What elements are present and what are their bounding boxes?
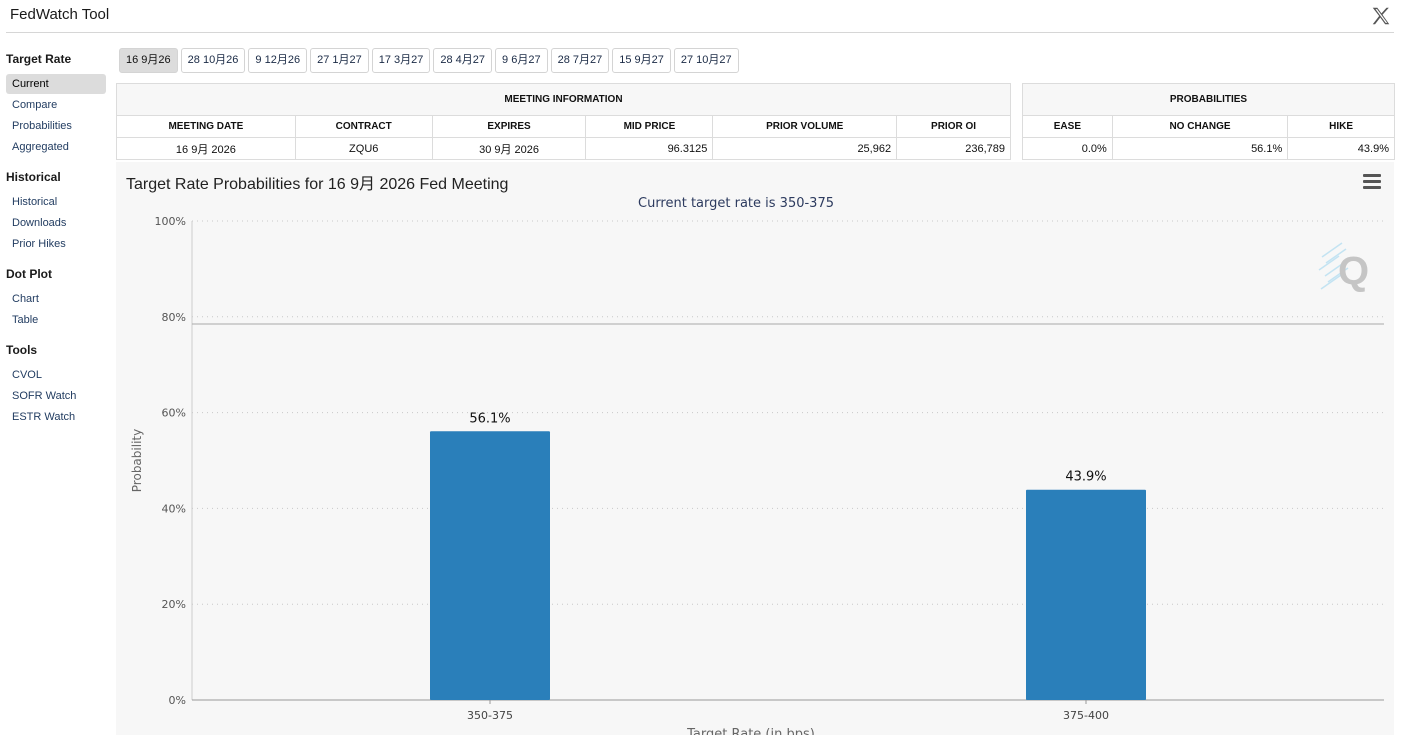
column-header-hike: HIKE [1287,115,1395,138]
data-label-375-400: 43.9% [1065,470,1106,485]
chart-subtitle: Current target rate is 350-375 [638,196,834,211]
cell-prior-volume: 25,962 [712,137,898,160]
tab-meeting-8[interactable]: 28 7月27 [550,48,610,73]
sidebar-heading-tools: Tools [6,343,38,357]
cell-expires: 30 9月 2026 [431,137,587,160]
probabilities-table: PROBABILITIES EASE NO CHANGE HIKE 0.0% 56.1… [1022,83,1395,160]
sidebar-item-prior-hikes[interactable]: Prior Hikes [12,238,66,250]
sidebar-item-downloads[interactable]: Downloads [12,217,67,229]
tab-meeting-5[interactable]: 17 3月27 [371,48,431,73]
meeting-info-title: MEETING INFORMATION [116,83,1011,116]
sidebar-item-compare[interactable]: Compare [12,99,58,111]
sidebar-item-aggregated[interactable]: Aggregated [12,141,69,153]
meeting-date-tabs: 16 9月26 28 10月26 9 12月26 27 1月27 17 3月27 28 4… [119,48,739,73]
sidebar-item-probabilities[interactable]: Probabilities [12,120,72,132]
svg-text:Q: Q [1338,249,1369,293]
column-header-expires: EXPIRES [431,115,587,138]
column-header-prior-volume: PRIOR VOLUME [712,115,898,138]
probabilities-title: PROBABILITIES [1022,83,1395,116]
y-tick-label: 20% [162,598,186,611]
cell-ease: 0.0% [1022,137,1113,160]
bar-375-400 [1026,489,1146,700]
tab-meeting-2[interactable]: 28 10月26 [180,48,246,73]
x-axis-label: Target Rate (in bps) [686,727,815,735]
x-share-icon[interactable] [1370,5,1392,27]
column-header-prior-oi: PRIOR OI [896,115,1011,138]
tab-meeting-4[interactable]: 27 1月27 [310,48,369,73]
tab-meeting-7[interactable]: 9 6月27 [495,48,548,73]
sidebar-item-estr-watch[interactable]: ESTR Watch [12,411,76,423]
column-header-no-change: NO CHANGE [1111,115,1289,138]
sidebar-item-chart[interactable]: Chart [12,293,39,305]
column-header-ease: EASE [1022,115,1113,138]
column-header-mid-price: MID PRICE [585,115,714,138]
data-label-350-375: 56.1% [469,411,510,426]
cell-meeting-date: 16 9月 2026 [116,137,296,160]
sidebar-item-historical[interactable]: Historical [12,196,58,208]
x-tick-label-350-375: 350-375 [467,709,513,722]
sidebar-item-current[interactable]: Current [6,74,106,94]
cell-hike: 43.9% [1287,137,1395,160]
y-tick-label: 80% [162,311,186,324]
bar-350-375 [430,431,550,700]
hamburger-menu-icon[interactable] [1363,174,1381,190]
column-header-meeting-date: MEETING DATE [116,115,296,138]
sidebar-heading-target-rate: Target Rate [6,52,72,66]
x-tick-label-375-400: 375-400 [1063,709,1109,722]
top-bar: FedWatch Tool [0,0,1406,33]
q-logo-icon: Q [1318,242,1369,293]
chart-panel: Current target rate is 350-375 0% 20% 40% 60… [116,162,1394,735]
sidebar-heading-historical: Historical [6,170,61,184]
cell-contract: ZQU6 [294,137,433,160]
sidebar-item-cvol[interactable]: CVOL [12,369,42,381]
column-header-contract: CONTRACT [294,115,433,138]
cell-mid-price: 96.3125 [585,137,714,160]
app-title: FedWatch Tool [10,6,110,23]
sidebar-item-sofr-watch[interactable]: SOFR Watch [12,390,77,402]
y-tick-label: 60% [162,407,186,420]
meeting-information-table: MEETING INFORMATION MEETING DATE CONTRACT… [116,83,1011,160]
sidebar-heading-dot-plot: Dot Plot [6,267,52,281]
tab-meeting-1[interactable]: 16 9月26 [119,48,178,73]
sidebar-nav: Target Rate Current Compare Probabilities Ag… [6,50,106,427]
y-tick-label: 0% [169,694,186,707]
y-axis-label: Probability [130,429,144,492]
tab-meeting-3[interactable]: 9 12月26 [248,48,308,73]
y-tick-label: 100% [155,215,186,228]
cell-prior-oi: 236,789 [896,137,1011,160]
tab-meeting-6[interactable]: 28 4月27 [433,48,493,73]
tab-meeting-9[interactable]: 15 9月27 [612,48,671,73]
tab-meeting-10[interactable]: 27 10月27 [673,48,739,73]
cell-no-change: 56.1% [1111,137,1289,160]
sidebar-item-table[interactable]: Table [12,314,39,326]
chart-title: Target Rate Probabilities for 16 9月 2026… [126,176,509,193]
y-tick-label: 40% [162,502,186,515]
top-divider [6,32,1394,33]
probability-bar-chart: Current target rate is 350-375 0% 20% 40% 60… [130,196,1384,735]
